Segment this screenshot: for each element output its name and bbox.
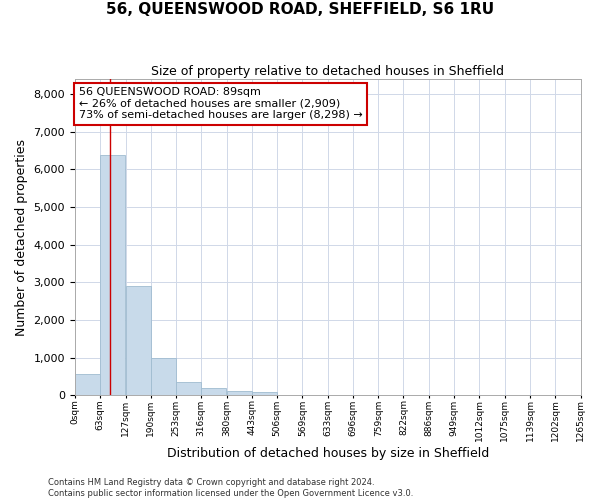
Text: 56, QUEENSWOOD ROAD, SHEFFIELD, S6 1RU: 56, QUEENSWOOD ROAD, SHEFFIELD, S6 1RU xyxy=(106,2,494,18)
X-axis label: Distribution of detached houses by size in Sheffield: Distribution of detached houses by size … xyxy=(167,447,489,460)
Text: 56 QUEENSWOOD ROAD: 89sqm
← 26% of detached houses are smaller (2,909)
73% of se: 56 QUEENSWOOD ROAD: 89sqm ← 26% of detac… xyxy=(79,87,362,120)
Bar xyxy=(151,358,176,395)
Text: Contains HM Land Registry data © Crown copyright and database right 2024.
Contai: Contains HM Land Registry data © Crown c… xyxy=(48,478,413,498)
Y-axis label: Number of detached properties: Number of detached properties xyxy=(15,138,28,336)
Bar xyxy=(252,392,277,395)
Bar xyxy=(75,374,100,395)
Bar xyxy=(100,155,125,395)
Bar xyxy=(176,382,201,395)
Bar xyxy=(227,392,252,395)
Bar xyxy=(201,388,226,395)
Title: Size of property relative to detached houses in Sheffield: Size of property relative to detached ho… xyxy=(151,65,504,78)
Bar xyxy=(125,286,151,395)
